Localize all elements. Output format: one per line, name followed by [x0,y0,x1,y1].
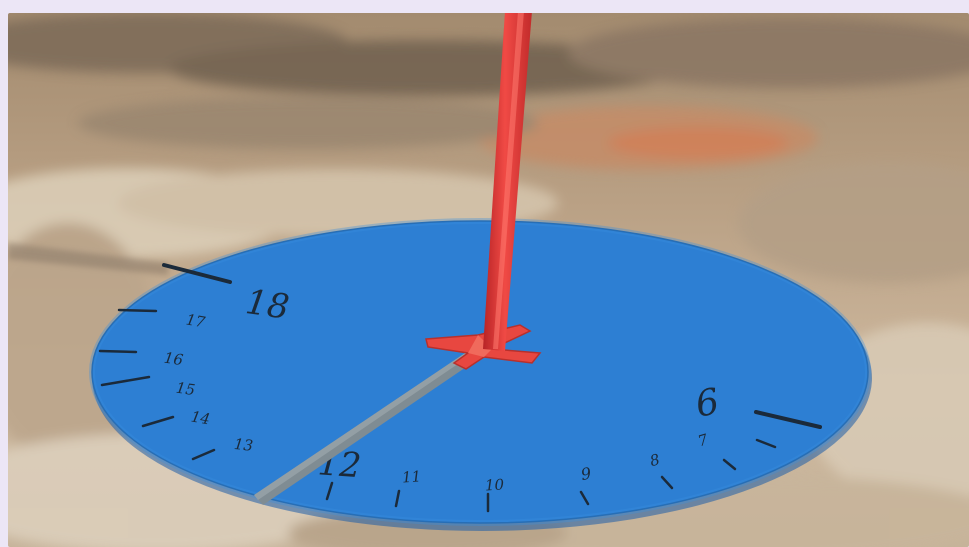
hour-ticks [98,263,822,513]
hour-label-17: 17 [185,310,207,331]
hour-label-13: 13 [233,435,254,455]
hour-label-9: 9 [579,464,592,484]
sundial-scene: 18 17 16 15 14 13 12 11 10 9 8 7 6 [8,13,969,547]
hour-label-15: 15 [175,379,196,399]
sundial-dial [89,218,872,531]
gnomon-pole [483,13,532,351]
gnomon-shadow [254,349,478,505]
gnomon-base [425,324,542,370]
hour-label-16: 16 [163,349,185,370]
hour-label-10: 10 [485,476,505,495]
ground-background [8,13,969,547]
hour-label-8: 8 [648,450,662,470]
hour-label-18: 18 [243,282,291,328]
hour-label-11: 11 [401,467,421,486]
sundial-photo: 18 17 16 15 14 13 12 11 10 9 8 7 6 [8,13,969,547]
hour-label-14: 14 [190,407,212,428]
